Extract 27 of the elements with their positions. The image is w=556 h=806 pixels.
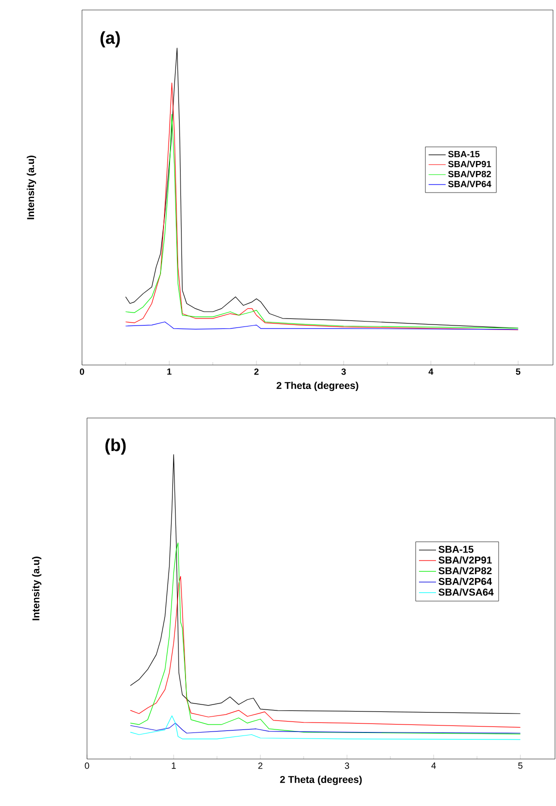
annotation: (b) <box>105 438 126 455</box>
x-tick-label: 2 <box>258 762 262 769</box>
text: (a) <box>100 31 120 48</box>
x-tick-label: 4 <box>431 762 436 769</box>
x-tick-label: 0 <box>80 368 84 375</box>
legend-label: SBA/VP91 <box>448 160 492 168</box>
y-axis-title: Intensity (a.u) <box>32 556 42 620</box>
x-tick-label: 5 <box>518 762 522 769</box>
x-tick-label: 2 <box>254 368 259 375</box>
legend-label: SBA-15 <box>448 150 480 158</box>
x-axis-title: 2 Theta (degrees) <box>280 776 362 786</box>
x-axis-title: 2 Theta (degrees) <box>276 382 358 392</box>
x-tick-label: 3 <box>344 762 350 769</box>
y-axis-title: Intensity (a.u) <box>26 156 36 220</box>
x-tick-label: 4 <box>428 368 434 375</box>
x-tick-label: 1 <box>167 368 172 375</box>
legend-label: SBA/VSA64 <box>438 588 494 596</box>
legend-label: SBA/VP64 <box>448 180 492 188</box>
legend-label: SBA/V2P91 <box>438 556 492 564</box>
legend-label: SBA/VP82 <box>448 170 491 178</box>
x-tick-label: 3 <box>341 368 346 375</box>
legend-label: SBA/V2P64 <box>438 578 492 586</box>
legend-label: SBA/V2P82 <box>438 566 492 574</box>
x-tick-label: 5 <box>516 368 520 375</box>
x-tick-label: 0 <box>84 762 90 769</box>
x-tick-label: 1 <box>172 762 176 769</box>
legend-label: SBA-15 <box>438 546 474 553</box>
